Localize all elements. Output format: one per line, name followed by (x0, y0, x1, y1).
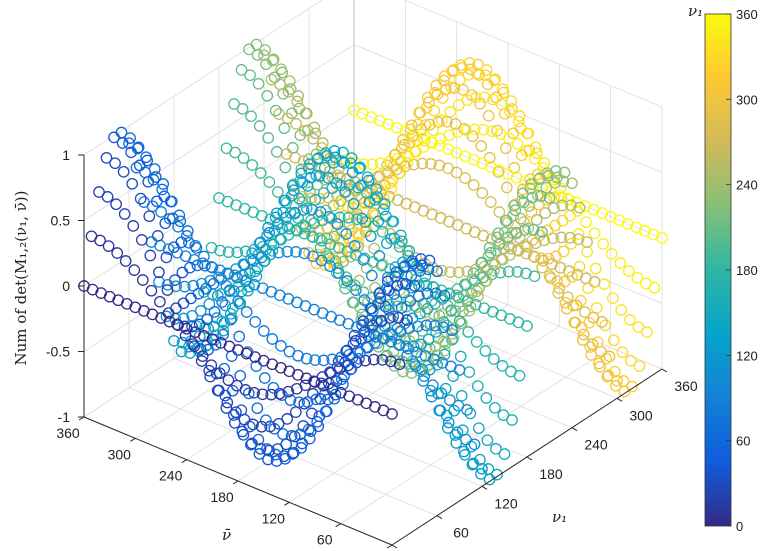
x-tick-mark (392, 545, 397, 548)
x-tick-mark (662, 369, 667, 372)
y-tick-label: 60 (317, 532, 333, 548)
colorbar-tick-label: 0 (736, 519, 743, 534)
data-point (473, 381, 483, 391)
y-tick-label: 240 (159, 468, 183, 484)
data-point (391, 295, 401, 305)
x-tick-label: 180 (539, 466, 563, 482)
x-tick-label: 60 (453, 525, 469, 541)
data-point (491, 444, 501, 454)
data-point (367, 270, 377, 280)
x-tick-mark (572, 428, 577, 431)
data-point (259, 326, 269, 336)
colorbar-tick-label: 240 (736, 178, 758, 193)
y-tick-label: 300 (108, 446, 132, 462)
y-tick-label: 180 (210, 489, 234, 505)
z-tick-label: 1 (62, 147, 70, 163)
x-tick-mark (617, 398, 622, 401)
y-tick-mark (336, 524, 341, 527)
data-point (626, 356, 636, 366)
colorbar-tick-label: 60 (736, 434, 750, 449)
data-point (457, 391, 467, 401)
colorbar-tick-label: 120 (736, 348, 758, 363)
z-tick-label: -1 (58, 409, 71, 425)
data-point (234, 331, 244, 341)
data-point (448, 371, 458, 381)
z-axis-label: Num of det(M₁,₂(ν₁, ν̄)) (12, 191, 30, 366)
y-tick-mark (182, 460, 187, 463)
data-point (489, 354, 499, 364)
data-point (480, 346, 490, 356)
data-point (252, 403, 262, 413)
colorbar-tick-label: 360 (736, 7, 758, 22)
y-tick-label: 120 (262, 510, 286, 526)
data-point (430, 299, 440, 309)
x-axis-label: ν₁ (552, 508, 567, 526)
y-axis-label: ν̄ (222, 526, 231, 544)
y-tick-mark (387, 545, 392, 548)
data-point (481, 393, 491, 403)
colorbar-tick-label: 180 (736, 263, 758, 278)
y-tick-label: 360 (56, 425, 80, 441)
data-point (235, 371, 245, 381)
data-point (464, 367, 474, 377)
x-tick-mark (437, 516, 442, 519)
z-tick-label: 0.5 (51, 213, 71, 229)
colorbar-label: ν₁ (688, 2, 703, 20)
data-point (490, 403, 500, 413)
data-point (291, 407, 301, 417)
data-point (474, 423, 484, 433)
z-tick-label: 0 (62, 278, 70, 294)
x-tick-label: 240 (584, 437, 608, 453)
data-point (456, 351, 466, 361)
x-tick-label: 360 (674, 378, 698, 394)
data-point (250, 317, 260, 327)
y-tick-mark (130, 438, 135, 441)
data-point (268, 383, 278, 393)
data-point (267, 334, 277, 344)
y-tick-mark (233, 481, 238, 484)
y-tick-mark (284, 502, 289, 505)
z-tick-label: -0.5 (46, 344, 70, 360)
x-tick-mark (482, 486, 487, 489)
data-point (227, 351, 237, 361)
colorbar-tick-label: 300 (736, 92, 758, 107)
x-tick-label: 300 (629, 407, 653, 423)
data-point (260, 373, 270, 383)
x-tick-label: 120 (494, 495, 518, 511)
x-tick-mark (527, 457, 532, 460)
